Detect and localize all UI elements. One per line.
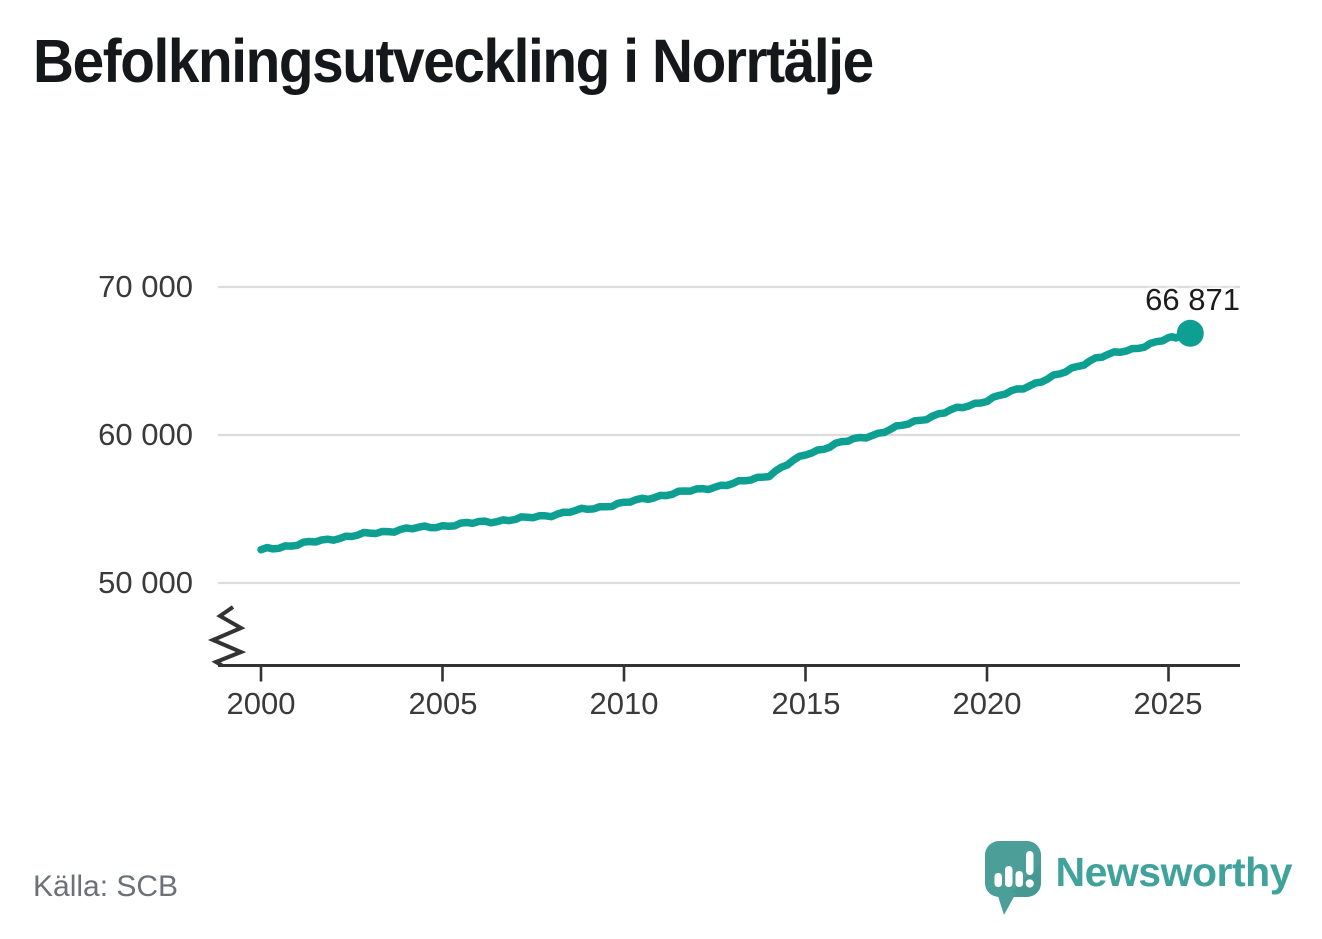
newsworthy-speech-bubble-chart-icon [984, 841, 1041, 915]
y-axis-break-icon [207, 605, 247, 668]
newsworthy-wordmark: Newsworthy [1055, 849, 1293, 895]
population-line [257, 329, 1195, 554]
source-label: Källa: SCB [33, 870, 179, 903]
x-axis-label-2015: 2015 [771, 686, 841, 721]
end-value-label: 66 871 [1145, 282, 1240, 317]
x-axis-label-2020: 2020 [952, 686, 1022, 721]
y-axis-label-50000: 50 000 [98, 565, 193, 600]
population-end-dot [1176, 319, 1204, 347]
y-axis-label-70000: 70 000 [98, 269, 193, 304]
x-axis-label-2010: 2010 [589, 686, 659, 721]
chart-title: Befolkningsutveckling i Norrtälje [33, 27, 874, 95]
x-axis-label-2005: 2005 [408, 686, 478, 721]
x-axis-label-2000: 2000 [226, 686, 296, 721]
newsworthy-logo[interactable]: Newsworthy [984, 840, 1293, 918]
y-axis-label-60000: 60 000 [98, 417, 193, 452]
x-axis-label-2025: 2025 [1133, 686, 1203, 721]
